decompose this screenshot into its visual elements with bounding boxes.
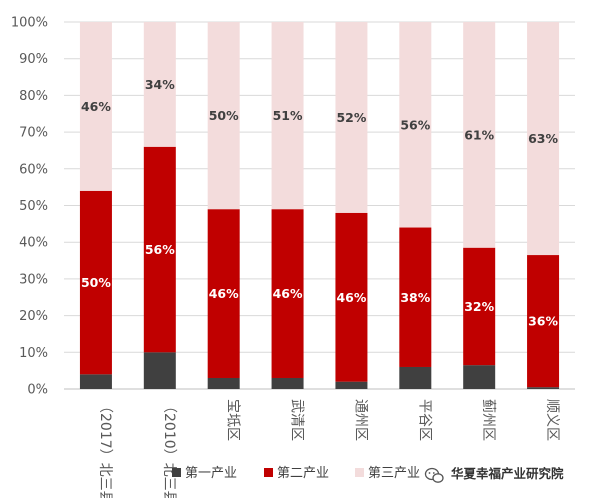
y-axis: 0% 10% 20% 30% 40% 50% 60% 70% 80% 90% 100% (11, 16, 48, 398)
bar-segment (463, 365, 496, 389)
bar-segment (271, 377, 304, 389)
bar-segment (335, 212, 368, 382)
y-tick-label: 70% (19, 126, 48, 141)
y-tick-label: 80% (19, 89, 48, 104)
x-category-label: 通州区 (352, 399, 368, 441)
legend: 第一产业 第二产业 第三产业 (172, 466, 420, 481)
data-label: 61% (464, 127, 494, 142)
bars (79, 22, 560, 389)
y-tick-label: 30% (19, 272, 48, 287)
data-label: 51% (273, 108, 303, 123)
bar-segment (271, 22, 304, 210)
x-category-label: 蓟州区 (480, 399, 496, 441)
legend-label: 第三产业 (368, 466, 420, 481)
bar-segment (79, 22, 112, 191)
bar-segment (527, 255, 560, 388)
legend-swatch (264, 468, 273, 477)
data-label: 46% (209, 286, 239, 301)
y-tick-label: 40% (19, 236, 48, 251)
data-label: 36% (528, 314, 558, 329)
legend-label: 第二产业 (277, 466, 329, 481)
bar-segment (207, 22, 240, 210)
data-label: 38% (400, 290, 430, 305)
bar-segment (271, 209, 304, 378)
bar-segment (463, 247, 496, 366)
bar-segment (399, 366, 432, 389)
bar-segment (399, 22, 432, 228)
y-tick-label: 100% (11, 16, 48, 31)
bar-segment (143, 22, 176, 147)
bar-segment (527, 387, 560, 389)
y-tick-label: 20% (19, 309, 48, 324)
y-tick-label: 50% (19, 199, 48, 214)
bar-segment (463, 22, 496, 248)
data-label: 34% (145, 77, 175, 92)
x-category-label: 顺义区 (544, 399, 560, 441)
legend-swatch (172, 468, 181, 477)
data-label: 46% (273, 286, 303, 301)
x-category-label: 平谷区 (416, 399, 432, 441)
bar-segment (207, 209, 240, 378)
x-category-label: 武清区 (289, 399, 305, 441)
data-label: 52% (336, 110, 366, 125)
bar-segment (79, 190, 112, 375)
watermark: 华夏幸福产业研究院 (424, 466, 564, 483)
bar-segment (143, 352, 176, 389)
data-labels: 50% 46% 56% 34% 46% 50% 46% 51% 46% 52% 38% 56% 32% 6… (81, 77, 559, 329)
data-label: 46% (81, 99, 111, 114)
data-label: 46% (336, 290, 366, 305)
x-category-label: （2010）北三县 (161, 399, 177, 498)
bar-segment (527, 22, 560, 256)
watermark-text: 华夏幸福产业研究院 (451, 466, 564, 481)
y-tick-label: 10% (19, 346, 48, 361)
bar-segment (399, 227, 432, 367)
bar-segment (143, 146, 176, 353)
wechat-icon (424, 467, 444, 483)
legend-label: 第一产业 (185, 466, 237, 481)
data-label: 50% (81, 275, 111, 290)
data-label: 56% (400, 117, 430, 132)
x-axis: （2017）北三县 （2010）北三县 宝坻区 武清区 通州区 平谷区 蓟州区 顺义区 (97, 399, 560, 498)
y-tick-label: 60% (19, 162, 48, 177)
bar-segment (335, 22, 368, 213)
grid-lines (64, 21, 575, 390)
data-label: 32% (464, 299, 494, 314)
legend-swatch (355, 468, 364, 477)
y-tick-label: 90% (19, 52, 48, 67)
x-category-label: 宝坻区 (225, 399, 241, 441)
bar-segment (79, 374, 112, 389)
data-label: 56% (145, 242, 175, 257)
data-label: 50% (209, 108, 239, 123)
bar-segment (335, 381, 368, 389)
data-label: 63% (528, 131, 558, 146)
bar-segment (207, 377, 240, 389)
y-tick-label: 0% (27, 383, 48, 398)
x-category-label: （2017）北三县 (97, 399, 113, 498)
